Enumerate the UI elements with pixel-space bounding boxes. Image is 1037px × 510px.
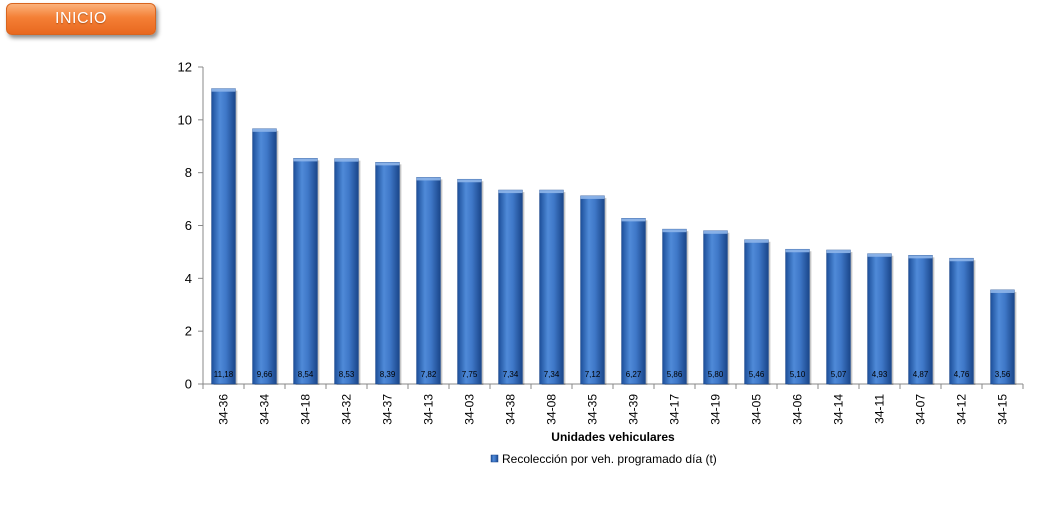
x-tick-label: 34-37: [381, 394, 395, 425]
x-tick-label: 34-11: [873, 394, 887, 424]
bar-cap: [375, 162, 400, 166]
data-label: 4,93: [872, 370, 888, 379]
data-label: 5,80: [708, 370, 724, 379]
data-label: 4,76: [954, 370, 970, 379]
bar: [908, 255, 933, 385]
bar-cap: [662, 229, 687, 233]
data-label: 6,27: [626, 370, 642, 379]
bar: [826, 249, 851, 385]
bar: [580, 195, 605, 385]
data-label: 7,75: [462, 370, 478, 379]
legend-swatch: [490, 454, 499, 463]
x-tick-label: 34-19: [709, 394, 723, 425]
bar: [416, 177, 441, 385]
data-label: 4,87: [913, 370, 929, 379]
x-tick-label: 34-36: [217, 394, 231, 425]
bar: [744, 239, 769, 385]
x-tick-label: 34-12: [955, 394, 969, 425]
y-tick-label: 2: [185, 324, 192, 339]
bar-cap: [785, 249, 810, 253]
data-label: 8,54: [298, 370, 314, 379]
data-label: 8,39: [380, 370, 396, 379]
bar-cap: [949, 258, 974, 262]
bar-cap: [703, 230, 728, 234]
x-tick-label: 34-32: [340, 394, 354, 425]
data-label: 5,86: [667, 370, 683, 379]
bar: [293, 158, 318, 385]
bar-cap: [867, 253, 892, 257]
bar-cap: [621, 218, 646, 222]
bars: [211, 88, 1017, 385]
labels: 11,18 34-36 9,66 34-34 8,54 34-18 8,53 34-32 8,3…: [214, 370, 1011, 425]
data-label: 7,34: [544, 370, 560, 379]
data-label: 7,34: [503, 370, 519, 379]
y-tick-label: 0: [185, 377, 192, 392]
x-tick-label: 34-14: [832, 394, 846, 425]
x-tick-label: 34-15: [996, 394, 1010, 425]
x-tick-label: 34-06: [791, 394, 805, 425]
inicio-button[interactable]: INICIO: [6, 3, 156, 35]
bar: [498, 189, 523, 385]
bar-cap: [908, 255, 933, 259]
bar-cap: [293, 158, 318, 162]
data-label: 5,10: [790, 370, 806, 379]
data-label: 7,12: [585, 370, 601, 379]
data-label: 5,07: [831, 370, 847, 379]
y-tick-label: 6: [185, 218, 192, 233]
bar-cap: [539, 190, 564, 194]
bar: [539, 189, 564, 385]
x-tick-label: 34-18: [299, 394, 313, 425]
x-tick-label: 34-34: [258, 394, 272, 425]
bar-cap: [252, 128, 277, 132]
bar: [621, 218, 646, 385]
data-label: 5,46: [749, 370, 765, 379]
y-tick-label: 10: [178, 112, 192, 127]
y-tick-label: 12: [178, 60, 192, 75]
bar: [662, 228, 687, 385]
bar-cap: [744, 239, 769, 243]
x-tick-label: 34-07: [914, 394, 928, 425]
x-tick-label: 34-13: [422, 394, 436, 425]
bar-cap: [826, 250, 851, 254]
bar-cap: [457, 179, 482, 183]
bar: [867, 253, 892, 385]
data-label: 7,82: [421, 370, 437, 379]
x-tick-label: 34-35: [586, 394, 600, 425]
bar: [252, 128, 277, 385]
x-tick-label: 34-38: [504, 394, 518, 425]
bar: [375, 162, 400, 385]
bar: [785, 248, 810, 385]
bar-cap: [580, 195, 605, 199]
x-tick-label: 34-05: [750, 394, 764, 425]
bar-cap: [990, 289, 1015, 293]
y-tick-label: 4: [185, 271, 192, 286]
x-tick-label: 34-17: [668, 394, 682, 425]
x-tick-label: 34-03: [463, 394, 477, 425]
bar: [211, 88, 236, 385]
bar: [457, 178, 482, 385]
data-label: 11,18: [214, 370, 234, 379]
data-label: 9,66: [257, 370, 273, 379]
bar: [703, 230, 728, 385]
data-label: 3,56: [995, 370, 1011, 379]
bar: [949, 257, 974, 385]
bar-cap: [211, 88, 236, 92]
bar-cap: [416, 177, 441, 181]
data-label: 8,53: [339, 370, 355, 379]
legend-label: Recolección por veh. programado día (t): [502, 452, 717, 466]
x-tick-label: 34-39: [627, 394, 641, 425]
bar-cap: [334, 158, 359, 162]
x-tick-label: 34-08: [545, 394, 559, 425]
bar-cap: [498, 190, 523, 194]
y-tick-label: 8: [185, 165, 192, 180]
legend: Recolección por veh. programado día (t): [490, 452, 717, 466]
bar: [334, 158, 359, 385]
x-axis-title: Unidades vehiculares: [551, 430, 675, 444]
